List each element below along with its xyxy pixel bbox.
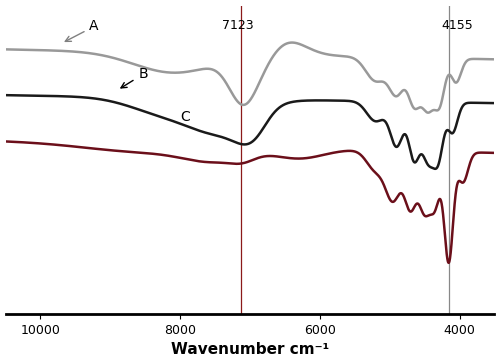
X-axis label: Wavenumber cm⁻¹: Wavenumber cm⁻¹ — [171, 342, 329, 358]
Text: 7123: 7123 — [222, 20, 254, 32]
Text: 4155: 4155 — [442, 20, 474, 32]
Text: C: C — [180, 110, 190, 124]
Text: B: B — [121, 67, 148, 88]
Text: A: A — [66, 20, 99, 41]
